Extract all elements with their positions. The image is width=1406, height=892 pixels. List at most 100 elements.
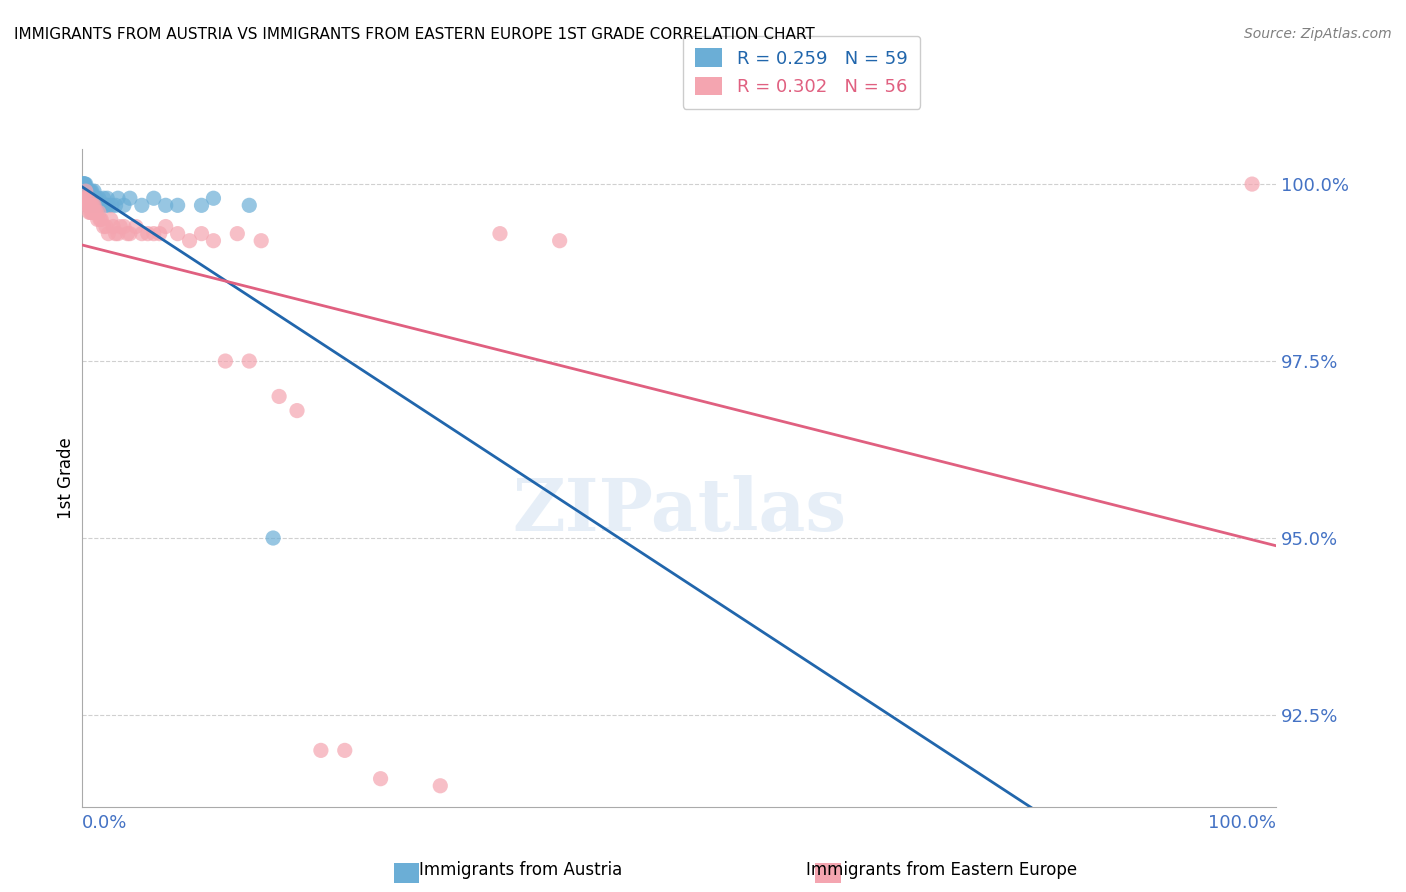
Point bbox=[214, 354, 236, 368]
Point bbox=[166, 227, 188, 241]
Point bbox=[238, 198, 260, 212]
Point bbox=[75, 191, 97, 205]
Point bbox=[72, 177, 94, 191]
Point bbox=[75, 177, 97, 191]
Point bbox=[83, 205, 105, 219]
Point bbox=[190, 198, 212, 212]
Point bbox=[250, 234, 273, 248]
Point bbox=[104, 198, 127, 212]
Point bbox=[131, 227, 153, 241]
Point bbox=[489, 227, 512, 241]
Point bbox=[80, 184, 103, 198]
Point bbox=[190, 227, 212, 241]
Point bbox=[73, 177, 96, 191]
Y-axis label: 1st Grade: 1st Grade bbox=[58, 437, 75, 519]
Text: ZIPatlas: ZIPatlas bbox=[512, 475, 846, 546]
Point bbox=[76, 191, 98, 205]
Point bbox=[73, 184, 96, 198]
Point bbox=[131, 198, 153, 212]
Point bbox=[370, 772, 392, 786]
Point bbox=[202, 234, 225, 248]
Point bbox=[107, 191, 129, 205]
Point bbox=[89, 212, 111, 227]
Point bbox=[112, 198, 135, 212]
Point bbox=[73, 177, 96, 191]
Point bbox=[82, 198, 104, 212]
Point bbox=[94, 198, 117, 212]
Point bbox=[79, 184, 101, 198]
Point bbox=[72, 177, 94, 191]
Point bbox=[285, 403, 308, 417]
Point bbox=[90, 212, 112, 227]
Point bbox=[79, 184, 101, 198]
Point bbox=[262, 531, 284, 545]
Point bbox=[82, 198, 104, 212]
Point bbox=[142, 227, 165, 241]
Point bbox=[86, 212, 108, 227]
Point bbox=[1241, 177, 1264, 191]
Point bbox=[94, 219, 117, 234]
Point bbox=[79, 198, 101, 212]
Point bbox=[79, 198, 101, 212]
Point bbox=[309, 743, 332, 757]
Point bbox=[73, 191, 96, 205]
Point bbox=[117, 227, 139, 241]
Point bbox=[136, 227, 159, 241]
Point bbox=[79, 205, 101, 219]
Point bbox=[91, 198, 114, 212]
Point bbox=[238, 354, 260, 368]
Point bbox=[79, 205, 101, 219]
Point bbox=[80, 198, 103, 212]
Text: IMMIGRANTS FROM AUSTRIA VS IMMIGRANTS FROM EASTERN EUROPE 1ST GRADE CORRELATION : IMMIGRANTS FROM AUSTRIA VS IMMIGRANTS FR… bbox=[14, 27, 815, 42]
Point bbox=[97, 198, 120, 212]
Point bbox=[93, 219, 115, 234]
Point bbox=[90, 198, 112, 212]
Point bbox=[76, 191, 98, 205]
Point bbox=[149, 227, 172, 241]
Point bbox=[75, 191, 97, 205]
Point bbox=[79, 198, 101, 212]
Point bbox=[97, 227, 120, 241]
Point bbox=[118, 191, 141, 205]
Point bbox=[86, 191, 108, 205]
Point bbox=[77, 191, 100, 205]
Point bbox=[429, 779, 451, 793]
Point bbox=[110, 219, 132, 234]
Point bbox=[548, 234, 571, 248]
Point bbox=[100, 212, 122, 227]
Point bbox=[84, 198, 107, 212]
Text: 100.0%: 100.0% bbox=[1208, 814, 1277, 832]
Point bbox=[83, 198, 105, 212]
Text: Source: ZipAtlas.com: Source: ZipAtlas.com bbox=[1244, 27, 1392, 41]
Point bbox=[75, 184, 97, 198]
Point bbox=[76, 198, 98, 212]
Point bbox=[82, 205, 104, 219]
Point bbox=[166, 198, 188, 212]
Point bbox=[79, 198, 101, 212]
Point bbox=[104, 227, 127, 241]
Point bbox=[101, 219, 124, 234]
Point bbox=[76, 184, 98, 198]
Point bbox=[179, 234, 201, 248]
Point bbox=[87, 205, 110, 219]
Point bbox=[93, 191, 115, 205]
Point bbox=[86, 205, 108, 219]
Point bbox=[80, 191, 103, 205]
Point bbox=[89, 198, 111, 212]
Point bbox=[77, 198, 100, 212]
Point bbox=[82, 191, 104, 205]
Point bbox=[79, 191, 101, 205]
Point bbox=[77, 184, 100, 198]
Point bbox=[87, 191, 110, 205]
Point bbox=[76, 198, 98, 212]
Point bbox=[75, 184, 97, 198]
Point bbox=[83, 184, 105, 198]
Point bbox=[72, 177, 94, 191]
Point bbox=[84, 205, 107, 219]
Point bbox=[77, 191, 100, 205]
Point bbox=[79, 191, 101, 205]
Point bbox=[96, 191, 118, 205]
Point bbox=[75, 184, 97, 198]
Point bbox=[269, 389, 291, 403]
Text: 0.0%: 0.0% bbox=[82, 814, 128, 832]
